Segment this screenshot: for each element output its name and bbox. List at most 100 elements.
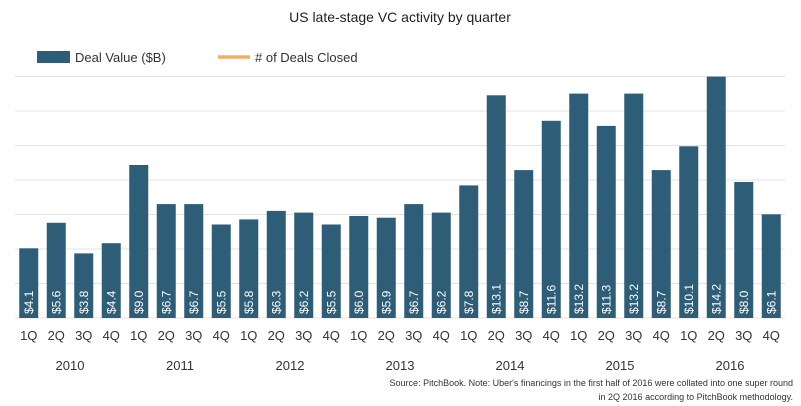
x-tick-label: 1Q	[240, 328, 257, 343]
x-tick-label: 1Q	[570, 328, 587, 343]
bar	[459, 185, 479, 318]
bar-value-label: $5.5	[214, 290, 228, 314]
x-tick-label: 2Q	[158, 328, 175, 343]
x-year-label: 2011	[166, 358, 194, 373]
bar-value-label: $6.2	[434, 290, 448, 314]
x-tick-label: 4Q	[213, 328, 230, 343]
legend: Deal Value ($B) # of Deals Closed	[37, 50, 358, 65]
bar-value-label: $11.3	[599, 285, 613, 314]
x-tick-label: 3Q	[75, 328, 92, 343]
bar	[266, 210, 286, 318]
bar	[734, 182, 754, 318]
x-year-label: 2013	[386, 358, 415, 373]
bar-value-label: $14.2	[709, 284, 723, 314]
bar	[541, 120, 561, 318]
bar-value-label: $10.1	[682, 284, 696, 314]
chart-title: US late-stage VC activity by quarter	[289, 9, 511, 25]
x-tick-label: 2Q	[708, 328, 725, 343]
bar	[211, 224, 231, 318]
legend-label-deal-value: Deal Value ($B)	[75, 50, 166, 65]
bar-value-label: $8.0	[737, 290, 751, 314]
bar-value-label: $5.8	[242, 290, 256, 314]
x-tick-label: 3Q	[405, 328, 422, 343]
bar-value-label: $9.0	[132, 290, 146, 314]
bar-value-label: $6.0	[352, 290, 366, 314]
bar-value-label: $6.2	[297, 290, 311, 314]
bar	[349, 216, 369, 318]
bar	[184, 204, 204, 318]
bar-value-label: $6.7	[187, 290, 201, 314]
bar-value-label: $11.6	[544, 285, 558, 314]
x-tick-label: 3Q	[185, 328, 202, 343]
legend-swatch-deal-value	[37, 51, 70, 63]
bar	[19, 248, 39, 318]
bar-value-label: $4.1	[22, 290, 36, 314]
x-tick-label: 1Q	[680, 328, 697, 343]
x-tick-label: 2Q	[378, 328, 395, 343]
bar-value-label: $13.1	[489, 284, 503, 314]
x-year-labels: 2010 2011 2012 2013 2014 2015 2016	[56, 358, 745, 373]
bar	[761, 214, 781, 318]
bar	[431, 212, 451, 318]
bar-value-label: $8.7	[517, 290, 531, 314]
bar	[294, 212, 314, 318]
source-note-line-1: Source: PitchBook. Note: Uber's financin…	[390, 378, 793, 388]
bar-series	[19, 76, 781, 319]
bar	[156, 204, 176, 318]
bar	[651, 170, 671, 318]
bar	[404, 204, 424, 318]
bar-value-label: $6.1	[764, 290, 778, 314]
bar-value-label: $4.4	[104, 290, 118, 314]
bar	[569, 93, 589, 318]
x-tick-label: 1Q	[130, 328, 147, 343]
bar	[486, 95, 506, 318]
x-year-label: 2014	[496, 358, 525, 373]
bar-value-label: $5.5	[324, 290, 338, 314]
x-tick-label: 2Q	[598, 328, 615, 343]
x-tick-label: 3Q	[625, 328, 642, 343]
x-year-label: 2016	[716, 358, 745, 373]
bar	[514, 170, 534, 318]
bar-labels: $4.1 $5.6 $3.8 $4.4 $9.0 $6.7 $6.7 $5.5 $5.8 $6.3…	[22, 284, 779, 314]
bar	[624, 93, 644, 318]
bar-value-label: $6.3	[269, 290, 283, 314]
bar-value-label: $3.8	[77, 290, 91, 314]
x-tick-label: 4Q	[543, 328, 560, 343]
bar-value-label: $7.8	[462, 290, 476, 314]
legend-label-deals-closed: # of Deals Closed	[255, 50, 358, 65]
x-tick-label: 4Q	[433, 328, 450, 343]
bar	[706, 76, 726, 318]
bar	[679, 146, 699, 318]
bar	[101, 243, 121, 318]
bar-value-label: $5.6	[49, 290, 63, 314]
x-year-label: 2010	[56, 358, 85, 373]
x-tick-label: 3Q	[295, 328, 312, 343]
x-tick-label: 4Q	[653, 328, 670, 343]
x-tick-label: 1Q	[20, 328, 37, 343]
x-year-label: 2015	[606, 358, 635, 373]
bar	[321, 224, 341, 318]
bar	[596, 125, 616, 319]
bar	[46, 222, 66, 318]
x-tick-label: 1Q	[350, 328, 367, 343]
bar-value-label: $8.7	[654, 290, 668, 314]
x-tick-label: 2Q	[48, 328, 65, 343]
bar-value-label: $5.9	[379, 290, 393, 314]
x-tick-label: 4Q	[323, 328, 340, 343]
x-tick-label: 1Q	[460, 328, 477, 343]
bar-value-label: $6.7	[407, 290, 421, 314]
x-tick-label: 3Q	[735, 328, 752, 343]
x-tick-label: 3Q	[515, 328, 532, 343]
x-tick-label: 2Q	[268, 328, 285, 343]
bar-value-label: $6.7	[159, 290, 173, 314]
x-tick-label: 4Q	[763, 328, 780, 343]
x-year-label: 2012	[276, 358, 305, 373]
bar	[129, 165, 149, 318]
bar-value-label: $13.2	[627, 284, 641, 314]
bar-value-label: $13.2	[572, 284, 586, 314]
bar	[74, 253, 94, 318]
x-tick-labels: 1Q 2Q 3Q 4Q 1Q 2Q 3Q 4Q 1Q 2Q 3Q 4Q 1Q 2Q 3Q 4Q 1Q 2Q 3Q 4Q…	[20, 328, 780, 343]
bar	[376, 217, 396, 318]
bar	[239, 219, 259, 318]
